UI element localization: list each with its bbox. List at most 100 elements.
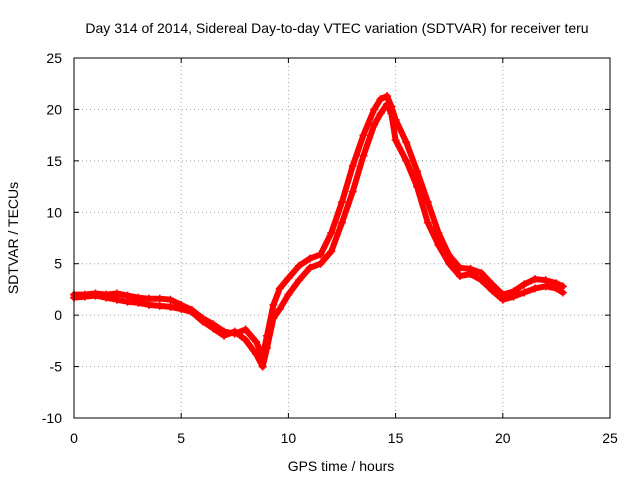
data-point — [387, 109, 396, 118]
data-point — [155, 294, 164, 303]
y-tick-label-5: 15 — [46, 153, 62, 169]
data-point — [252, 350, 261, 359]
data-point — [134, 298, 143, 307]
data-point — [220, 331, 229, 340]
data-point — [252, 337, 261, 346]
data-point — [402, 138, 411, 147]
data-point — [383, 100, 392, 109]
data-point — [466, 270, 475, 278]
data-point — [477, 276, 486, 285]
series-1 — [70, 100, 567, 371]
data-point — [338, 218, 346, 227]
data-point — [91, 291, 100, 300]
x-tick-label-0: 0 — [70, 430, 78, 446]
data-point — [541, 282, 550, 291]
data-point — [359, 151, 368, 160]
data-point — [262, 344, 271, 353]
data-point — [434, 241, 443, 250]
x-tick-label-1: 5 — [177, 430, 185, 446]
grid — [74, 58, 610, 418]
data-point — [327, 228, 336, 237]
x-tick-label-3: 15 — [388, 430, 404, 446]
data-point — [177, 304, 186, 313]
data-point — [166, 302, 175, 311]
data-point — [370, 120, 379, 129]
data-point — [391, 136, 400, 145]
data-point — [558, 288, 567, 297]
data-point — [552, 284, 561, 293]
data-point — [295, 261, 304, 270]
y-tick-label-0: -10 — [42, 410, 62, 426]
data-point — [477, 268, 486, 277]
series-0 — [70, 92, 567, 361]
data-point — [316, 259, 325, 268]
data-point — [102, 293, 111, 302]
data-point — [269, 314, 278, 323]
x-axis-label: GPS time / hours — [288, 458, 395, 474]
data-point — [530, 275, 539, 284]
data-point — [383, 92, 392, 101]
y-axis-label: SDTVAR / TECUs — [5, 182, 21, 294]
chart-title: Day 314 of 2014, Sidereal Day-to-day VTE… — [85, 20, 588, 36]
data-point — [198, 317, 207, 326]
data-series — [70, 92, 567, 371]
data-point — [498, 295, 507, 304]
data-point — [370, 105, 379, 114]
axis-ticks: 0 5 10 15 20 25 -10 -5 0 5 10 15 20 25 — [42, 50, 618, 446]
data-point — [316, 250, 325, 259]
data-point — [423, 198, 432, 206]
data-point — [155, 301, 164, 310]
data-point — [413, 167, 422, 176]
data-point — [166, 295, 175, 304]
data-point — [80, 292, 89, 301]
data-point — [488, 286, 497, 295]
data-point — [230, 327, 239, 336]
y-tick-label-1: -5 — [50, 359, 63, 375]
data-point — [112, 295, 121, 304]
data-point — [359, 131, 368, 140]
data-point — [348, 162, 357, 170]
data-point — [258, 362, 267, 371]
data-point — [123, 297, 132, 306]
data-point — [275, 304, 284, 313]
plot-frame — [73, 57, 611, 419]
y-tick-label-6: 20 — [46, 101, 62, 117]
data-point — [241, 325, 250, 334]
data-point — [305, 254, 314, 263]
data-point — [209, 324, 218, 333]
data-point — [241, 335, 250, 344]
x-tick-label-5: 25 — [602, 430, 618, 446]
data-point — [376, 109, 385, 118]
y-tick-label-2: 0 — [54, 307, 62, 323]
y-tick-label-7: 25 — [46, 50, 62, 66]
data-point — [520, 288, 529, 297]
data-point — [423, 218, 432, 227]
x-tick-label-2: 10 — [281, 430, 297, 446]
data-point — [509, 292, 518, 301]
data-point — [269, 300, 278, 309]
data-point — [445, 259, 454, 268]
data-point — [376, 95, 385, 104]
data-point — [402, 156, 411, 165]
series-1-band — [71, 101, 566, 370]
data-point — [455, 263, 464, 272]
data-point — [348, 187, 357, 196]
data-point — [187, 308, 196, 317]
y-tick-label-3: 5 — [54, 256, 62, 272]
data-point — [413, 182, 422, 191]
data-point — [327, 247, 336, 256]
series-0-band — [71, 93, 566, 360]
data-point — [295, 276, 304, 285]
data-point — [284, 274, 293, 283]
data-point — [305, 263, 314, 272]
data-point — [275, 284, 284, 293]
data-point — [338, 198, 346, 206]
data-point — [520, 280, 529, 289]
data-point — [455, 272, 464, 281]
y-tick-label-4: 10 — [46, 204, 62, 220]
data-point — [530, 284, 539, 293]
data-point — [284, 290, 293, 299]
x-tick-label-4: 20 — [495, 430, 511, 446]
data-point — [145, 300, 154, 309]
